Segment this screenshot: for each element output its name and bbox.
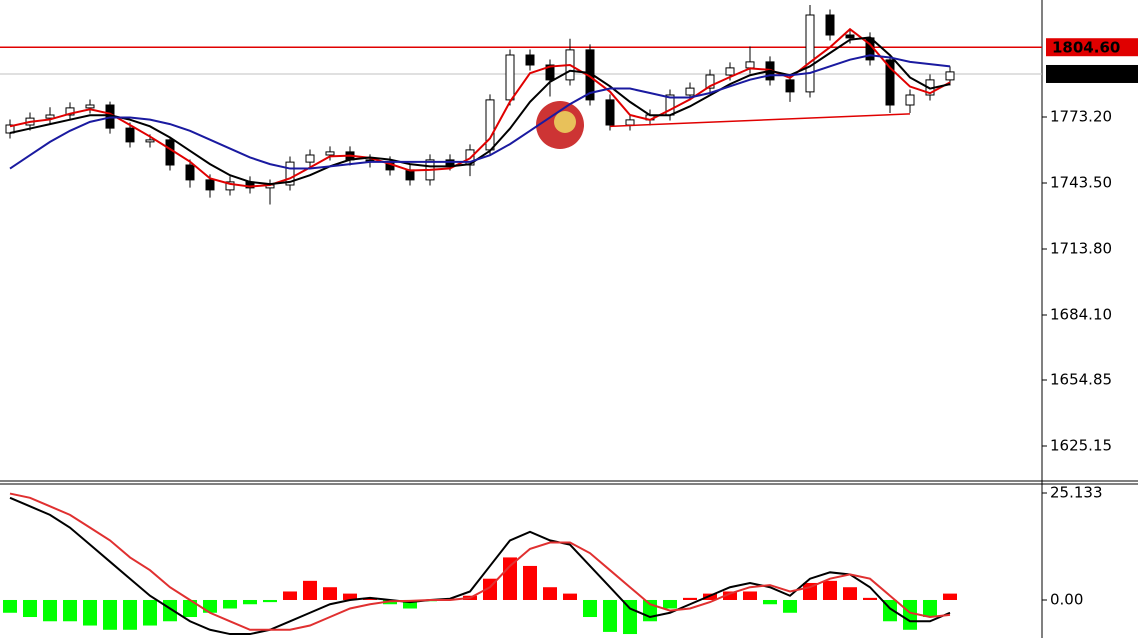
macd-bar (683, 597, 697, 600)
candle-body (885, 59, 895, 106)
macd-bar (183, 599, 197, 618)
candle-body (725, 67, 735, 76)
candle-body (545, 64, 555, 81)
candle-body (685, 87, 695, 96)
level-label-box (1046, 64, 1138, 83)
macd-line (9, 496, 951, 636)
candle-body (805, 14, 815, 93)
candle-body (65, 107, 75, 116)
candle-body (45, 114, 55, 119)
watermark-logo (536, 101, 584, 149)
candle-body (305, 154, 315, 163)
macd-bar (263, 599, 277, 603)
y-tick-label: 1713.80 (1050, 240, 1112, 258)
macd-bar (323, 587, 337, 600)
level-label: 1792.56 (1052, 65, 1120, 83)
macd-bar (203, 599, 217, 613)
candle-body (165, 139, 175, 166)
y-tick-label: 1625.15 (1050, 437, 1112, 455)
candle-body (85, 104, 95, 109)
candle-body (505, 54, 515, 101)
macd-bar (83, 599, 97, 626)
y-tick-label: 1684.10 (1050, 306, 1112, 324)
y-tick-label: 0.00 (1050, 590, 1083, 608)
moving-average (9, 36, 951, 186)
candle-body (325, 151, 335, 156)
macd-bar (943, 593, 957, 600)
macd-bar (823, 580, 837, 600)
candle-body (225, 181, 235, 191)
macd-bar (923, 599, 937, 618)
macd-bar (403, 599, 417, 609)
y-tick-label: 25.133 (1050, 484, 1103, 502)
macd-bar (23, 599, 37, 618)
candle-body (705, 74, 715, 89)
y-tick-label: 1773.20 (1050, 108, 1112, 126)
candle-body (145, 139, 155, 143)
trendline (609, 113, 911, 128)
macd-bar (903, 599, 917, 630)
y-tick-label: 1743.50 (1050, 174, 1112, 192)
candle-body (525, 54, 535, 66)
candle-body (745, 61, 755, 69)
macd-bar (523, 565, 537, 600)
macd-bar (603, 599, 617, 632)
level-label: 1804.60 (1052, 39, 1120, 57)
macd-bar (103, 599, 117, 630)
macd-bar (303, 580, 317, 600)
y-tick-label: 1654.85 (1050, 371, 1112, 389)
macd-bar (843, 587, 857, 600)
macd-bar (543, 587, 557, 600)
macd-bar (563, 593, 577, 600)
macd-bar (863, 597, 877, 600)
candle-body (785, 79, 795, 93)
macd-bar (3, 599, 17, 613)
macd-bar (363, 597, 377, 600)
macd-bar (623, 599, 637, 635)
macd-bar (763, 599, 777, 605)
macd-bar (343, 593, 357, 600)
macd-bar (583, 599, 597, 618)
logo-inner (554, 111, 576, 133)
candle-body (905, 94, 915, 106)
macd-bar (723, 591, 737, 600)
macd-bar (283, 591, 297, 600)
macd-line (9, 492, 951, 631)
candle-body (205, 179, 215, 191)
level-label-box (1046, 38, 1138, 57)
macd-bar (223, 599, 237, 609)
macd-bar (123, 599, 137, 630)
moving-average (9, 54, 951, 170)
macd-bar (143, 599, 157, 626)
candle-body (185, 164, 195, 181)
macd-bar (63, 599, 77, 622)
macd-bar (43, 599, 57, 622)
macd-bar (243, 599, 257, 605)
macd-bar (503, 557, 517, 600)
candle-body (285, 161, 295, 186)
macd-bar (663, 599, 677, 609)
candle-body (605, 99, 615, 126)
candle-body (825, 14, 835, 36)
candle-body (845, 34, 855, 39)
candle-body (125, 127, 135, 143)
macd-bar (783, 599, 797, 613)
macd-bar (743, 591, 757, 600)
candle-body (625, 119, 635, 126)
candle-body (945, 71, 955, 81)
